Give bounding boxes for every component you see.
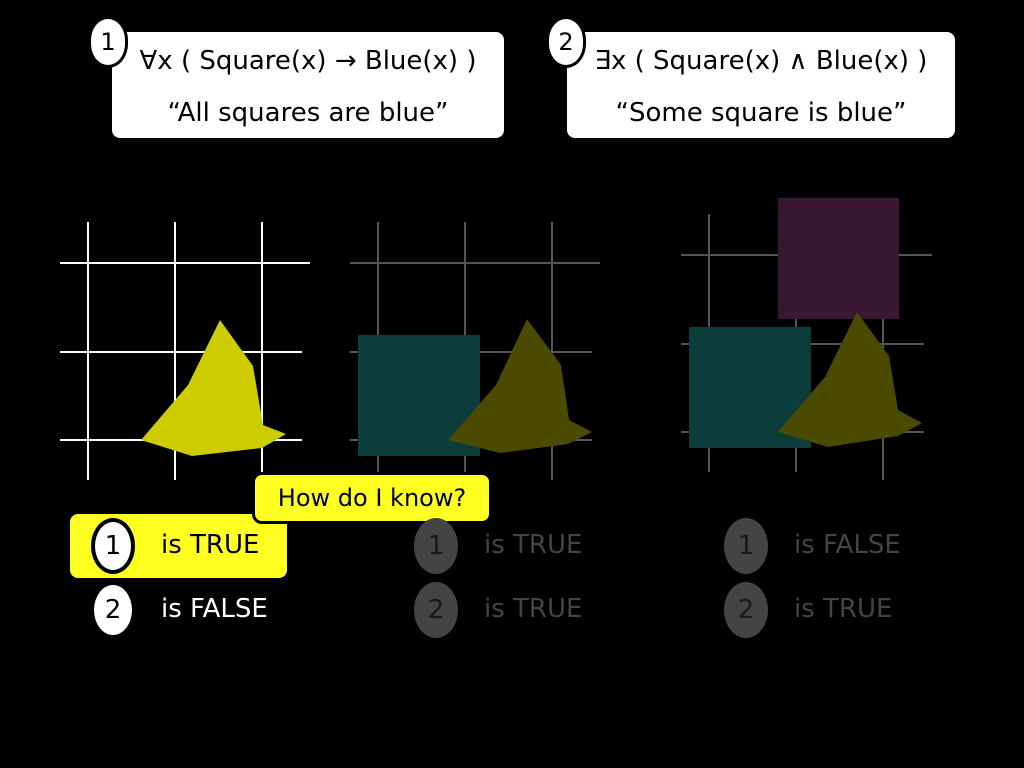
formula-2-number-badge: 2 <box>546 16 586 68</box>
formula-2-logic: ∃x ( Square(x) ∧ Blue(x) ) <box>594 46 928 76</box>
world-2-verdict-1-text: is TRUE <box>484 530 583 560</box>
world-1-verdict-2-badge: 2 <box>91 582 135 638</box>
world-3-verdict-1-badge: 1 <box>724 518 768 574</box>
world-2 <box>350 222 600 480</box>
formula-1-logic: ∀x ( Square(x) → Blue(x) ) <box>139 46 477 76</box>
world-3-verdict-2-badge: 2 <box>724 582 768 638</box>
world-3-verdict-1-text: is FALSE <box>794 530 901 560</box>
world-1-verdict-2-text: is FALSE <box>161 594 268 624</box>
world-2-verdict-2-badge: 2 <box>414 582 458 638</box>
world-3-yellow-triangle <box>778 312 922 447</box>
world-2-verdict-2-text: is TRUE <box>484 594 583 624</box>
world-1-verdict-1-text: is TRUE <box>161 530 260 560</box>
world-2-yellow-triangle <box>448 319 592 453</box>
formula-2-english: “Some square is blue” <box>615 98 907 128</box>
world-1-yellow-triangle <box>141 320 286 456</box>
how-do-i-know-callout[interactable]: How do I know? <box>252 472 492 524</box>
world-3-purple-square <box>778 198 899 319</box>
formula-1-number-badge: 1 <box>88 16 128 68</box>
world-3 <box>681 198 932 480</box>
world-2-verdict-1-badge: 1 <box>414 518 458 574</box>
formula-box-2: ∃x ( Square(x) ∧ Blue(x) ) “Some square … <box>567 32 955 138</box>
formula-1-english: “All squares are blue” <box>167 98 449 128</box>
formula-box-1: ∀x ( Square(x) → Blue(x) ) “All squares … <box>112 32 504 138</box>
world-3-verdict-2-text: is TRUE <box>794 594 893 624</box>
world-1 <box>60 222 310 480</box>
world-1-verdict-1-badge: 1 <box>91 518 135 574</box>
